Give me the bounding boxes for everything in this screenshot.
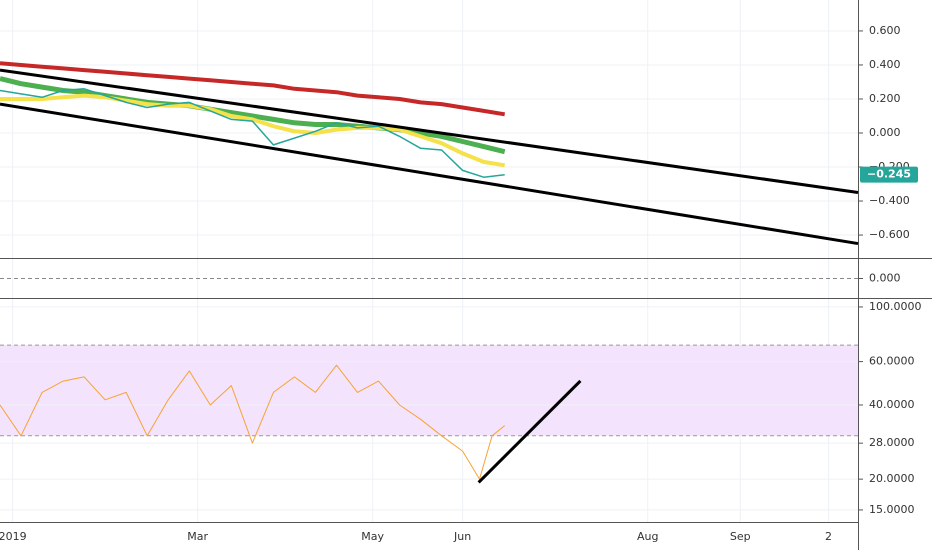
series-line [0,93,506,168]
pane [0,299,858,522]
y-tick-label: 28.0000 [869,436,915,449]
trend-line [0,68,859,195]
series-line [0,364,506,480]
last-value-box [860,166,918,183]
x-tick-label: Mar [187,530,208,543]
y-tick-label: 60.0000 [869,355,915,368]
trend-line [0,102,859,246]
y-tick-label: 0.000 [869,126,901,139]
y-tick-label: 100.0000 [869,300,922,313]
series-line [0,61,506,117]
band [0,345,858,436]
y-tick-label: −0.400 [869,194,910,207]
pane [0,0,859,258]
y-tick-label: 0.400 [869,58,901,71]
y-tick-label: 0.200 [869,92,901,105]
x-tick-label: Sep [730,530,751,543]
trend-line [477,379,582,484]
y-tick-label: 40.0000 [869,398,915,411]
x-tick-label: Jun [453,530,471,543]
x-tick-label: Aug [637,530,658,543]
x-tick-label: 2019 [0,530,27,543]
y-tick-label: −0.600 [869,228,910,241]
y-tick-label: 20.0000 [869,472,915,485]
last-value-label: −0.245 [867,168,911,181]
y-tick-label: 15.0000 [869,503,915,516]
series-line [0,88,505,178]
pane [0,259,858,298]
series-line [0,76,506,155]
y-tick-label: 0.600 [869,24,901,37]
y-tick-label: 0.000 [869,272,901,285]
x-tick-label: May [361,530,384,543]
x-tick-label: 2 [825,530,832,543]
